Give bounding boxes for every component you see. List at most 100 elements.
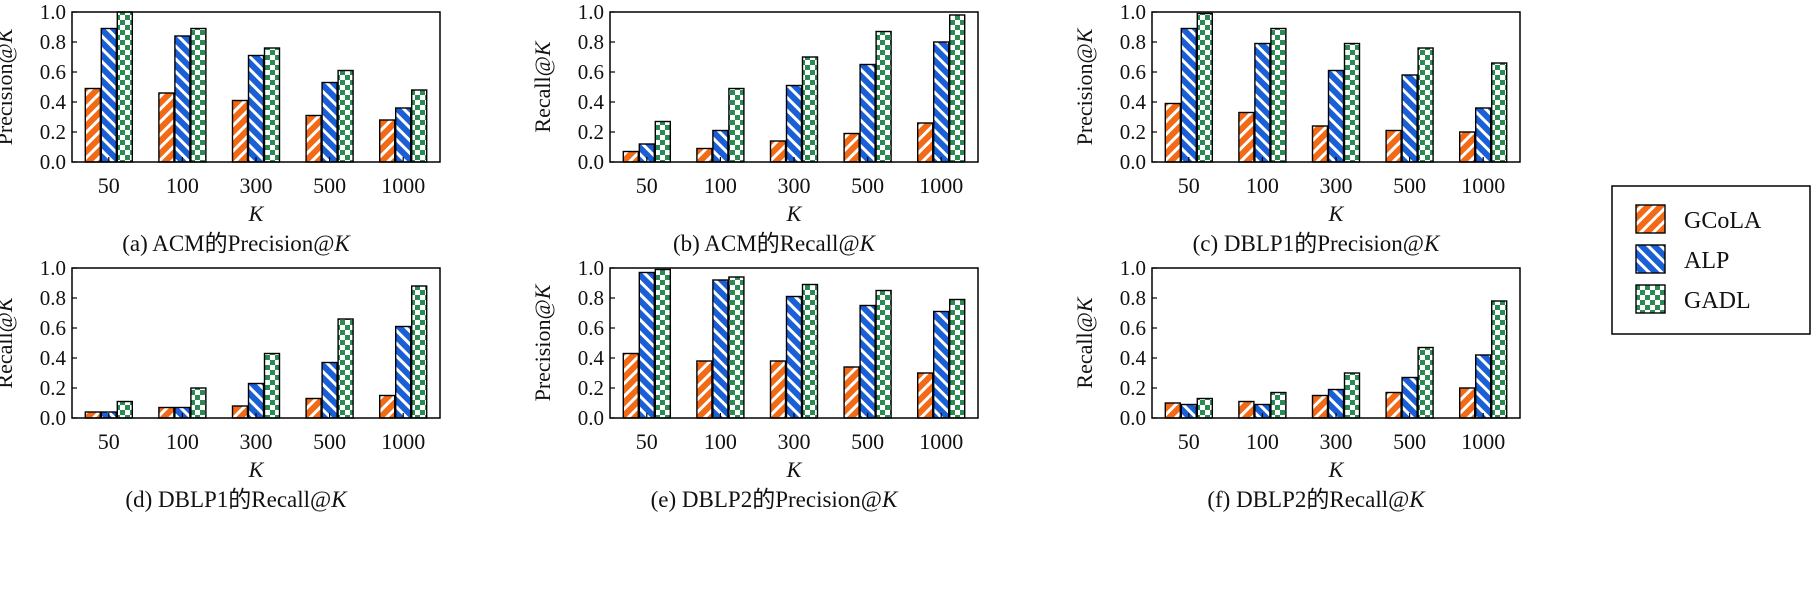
y-tick-label: 0.8 [578, 286, 604, 310]
y-tick-label: 0.8 [1120, 286, 1146, 310]
bar-alp-100 [712, 279, 729, 419]
y-tick-label: 0.4 [578, 346, 605, 370]
chart-panel-e: 0.0 0.2 0.4 0.6 0.8 1.0 50 100 300 500 1000 K Precis… [530, 256, 979, 512]
y-tick-label: 0.6 [1120, 316, 1146, 340]
x-axis-label: K [248, 457, 265, 482]
bar-alp-1000 [395, 325, 412, 419]
bar-gcola-100 [696, 360, 713, 419]
legend-label-gcola: GCoLA [1684, 208, 1762, 234]
y-tick-label: 1.0 [40, 256, 66, 280]
bar-gadl-300 [1343, 372, 1361, 419]
chart-panel-a: 0.0 0.2 0.4 0.6 0.8 1.0 50 100 300 500 1000 K Precis… [0, 0, 441, 256]
bar-gcola-300 [769, 360, 787, 419]
x-tick-label-50: 50 [1178, 173, 1200, 198]
bar-alp-300 [247, 382, 265, 419]
x-tick-label-1000: 1000 [1461, 429, 1505, 454]
x-tick-label-100: 100 [1246, 173, 1279, 198]
bar-gcola-100 [696, 147, 713, 163]
bar-gadl-100 [1270, 391, 1287, 419]
bar-gadl-50 [116, 400, 134, 419]
bar-gadl-1000 [411, 285, 428, 419]
bar-gcola-1000 [917, 372, 934, 419]
panel-caption: (b) ACM的Recall@K [673, 231, 877, 256]
legend-swatch-gcola [1635, 204, 1666, 234]
x-tick-label-100: 100 [704, 429, 737, 454]
panel-caption: (e) DBLP2的Precision@K [651, 487, 899, 512]
bar-gadl-1000 [1490, 62, 1508, 163]
bar-gadl-300 [1343, 42, 1361, 163]
bar-gcola-300 [769, 140, 787, 163]
bar-gadl-500 [875, 289, 892, 419]
panel-caption: (a) ACM的Precision@K [122, 231, 351, 256]
bar-gcola-1000 [379, 394, 396, 419]
y-tick-label: 0.6 [40, 316, 66, 340]
y-tick-label: 1.0 [1120, 0, 1146, 24]
legend-swatch-gadl [1635, 284, 1666, 314]
x-tick-label-500: 500 [313, 429, 346, 454]
x-tick-label-300: 300 [1320, 173, 1353, 198]
bar-gcola-50 [1164, 402, 1182, 419]
y-tick-label: 0.4 [40, 90, 67, 114]
bar-gcola-100 [158, 92, 175, 163]
x-tick-label-300: 300 [1320, 429, 1353, 454]
bar-alp-500 [859, 304, 876, 419]
x-tick-label-1000: 1000 [381, 173, 425, 198]
bar-gadl-50 [1196, 397, 1214, 419]
x-tick-label-500: 500 [313, 173, 346, 198]
legend-swatch-alp [1635, 244, 1666, 274]
bar-gadl-500 [337, 318, 354, 419]
y-tick-label: 0.2 [40, 120, 66, 144]
bar-alp-300 [785, 295, 803, 419]
y-tick-label: 0.2 [40, 376, 66, 400]
bar-gcola-300 [231, 99, 249, 163]
panel-caption: (c) DBLP1的Precision@K [1193, 231, 1441, 256]
y-tick-label: 0.8 [578, 30, 604, 54]
bar-gadl-500 [1417, 47, 1434, 163]
bar-gadl-50 [654, 268, 671, 419]
y-tick-label: 0.4 [578, 90, 605, 114]
x-tick-label-500: 500 [1393, 173, 1426, 198]
x-tick-label-1000: 1000 [919, 429, 963, 454]
bar-alp-500 [321, 361, 338, 419]
panel-caption: (d) DBLP1的Recall@K [125, 487, 348, 512]
bar-alp-1000 [1474, 354, 1492, 419]
x-tick-label-300: 300 [778, 429, 811, 454]
bar-gadl-500 [337, 69, 354, 163]
x-tick-label-1000: 1000 [1461, 173, 1505, 198]
bar-gcola-500 [1385, 391, 1402, 419]
x-tick-label-300: 300 [778, 173, 811, 198]
y-tick-label: 0.0 [1120, 406, 1146, 430]
bar-gadl-500 [875, 30, 892, 163]
bar-gcola-100 [1238, 111, 1255, 163]
bar-gcola-100 [158, 406, 175, 419]
y-tick-label: 0.0 [578, 150, 604, 174]
bar-gadl-50 [654, 120, 671, 163]
chart-panel-f: 0.0 0.2 0.4 0.6 0.8 1.0 50 100 300 500 1000 K Recall… [1072, 256, 1521, 512]
bar-alp-1000 [395, 107, 412, 163]
x-tick-label-300: 300 [240, 173, 273, 198]
bar-gcola-500 [843, 366, 860, 419]
y-axis-label: Precision@K [530, 283, 555, 401]
x-tick-label-100: 100 [704, 173, 737, 198]
bar-gcola-300 [231, 405, 249, 419]
x-tick-label-50: 50 [98, 173, 120, 198]
x-tick-label-500: 500 [1393, 429, 1426, 454]
bar-gadl-300 [263, 47, 281, 163]
y-tick-label: 0.0 [40, 150, 66, 174]
bar-gadl-100 [1270, 27, 1287, 163]
y-axis-label: Precision@K [0, 27, 17, 145]
bar-alp-300 [785, 84, 803, 163]
y-tick-label: 0.8 [40, 30, 66, 54]
x-axis-label: K [786, 457, 803, 482]
bar-alp-500 [1401, 376, 1418, 419]
y-tick-label: 0.6 [40, 60, 66, 84]
bar-alp-500 [321, 81, 338, 163]
x-tick-label-1000: 1000 [381, 429, 425, 454]
x-tick-label-50: 50 [1178, 429, 1200, 454]
bar-alp-500 [1401, 74, 1418, 163]
bar-alp-50 [100, 27, 118, 163]
bar-gadl-100 [728, 276, 745, 419]
bar-alp-500 [859, 63, 876, 163]
y-tick-label: 1.0 [578, 0, 604, 24]
y-tick-label: 0.6 [578, 60, 604, 84]
